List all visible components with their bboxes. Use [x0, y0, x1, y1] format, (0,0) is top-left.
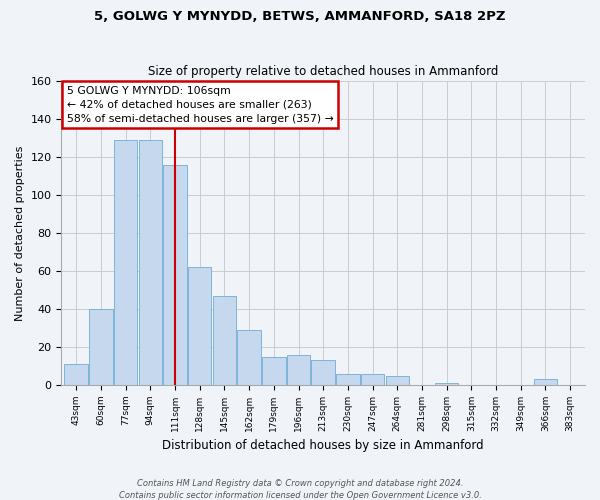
- Bar: [336, 374, 359, 385]
- Bar: [139, 140, 162, 385]
- Bar: [361, 374, 385, 385]
- Bar: [163, 164, 187, 385]
- Text: Contains HM Land Registry data © Crown copyright and database right 2024.
Contai: Contains HM Land Registry data © Crown c…: [119, 478, 481, 500]
- Y-axis label: Number of detached properties: Number of detached properties: [15, 146, 25, 321]
- Bar: [435, 383, 458, 385]
- X-axis label: Distribution of detached houses by size in Ammanford: Distribution of detached houses by size …: [163, 440, 484, 452]
- Bar: [64, 364, 88, 385]
- Bar: [386, 376, 409, 385]
- Bar: [238, 330, 261, 385]
- Bar: [311, 360, 335, 385]
- Bar: [188, 268, 211, 385]
- Bar: [89, 309, 113, 385]
- Text: 5, GOLWG Y MYNYDD, BETWS, AMMANFORD, SA18 2PZ: 5, GOLWG Y MYNYDD, BETWS, AMMANFORD, SA1…: [94, 10, 506, 23]
- Bar: [534, 380, 557, 385]
- Title: Size of property relative to detached houses in Ammanford: Size of property relative to detached ho…: [148, 66, 499, 78]
- Text: 5 GOLWG Y MYNYDD: 106sqm
← 42% of detached houses are smaller (263)
58% of semi-: 5 GOLWG Y MYNYDD: 106sqm ← 42% of detach…: [67, 86, 334, 124]
- Bar: [114, 140, 137, 385]
- Bar: [212, 296, 236, 385]
- Bar: [262, 356, 286, 385]
- Bar: [287, 354, 310, 385]
